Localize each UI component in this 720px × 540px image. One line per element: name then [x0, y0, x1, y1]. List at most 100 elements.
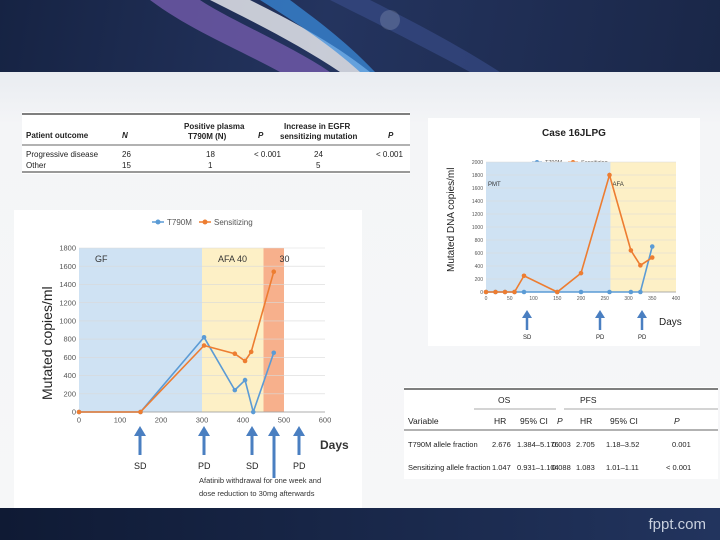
y-tick-label: 400: [63, 371, 76, 380]
y-axis-title: Mutated copies/ml: [39, 286, 55, 400]
table-cell: Other: [26, 161, 46, 170]
y-tick-label: 1400: [472, 199, 483, 205]
table-header-p: P: [557, 416, 563, 426]
x-tick-label: 350: [648, 296, 657, 302]
y-tick-label: 1200: [59, 298, 76, 307]
region-label: AFA: [612, 182, 623, 188]
x-tick-label: 400: [672, 296, 681, 302]
y-tick-label: 200: [63, 389, 76, 398]
table-cell: Progressive disease: [26, 150, 99, 159]
slide-header-background: [0, 0, 720, 72]
x-tick-label: 400: [237, 416, 250, 425]
table-cell: 2.705: [576, 440, 595, 449]
data-point: [248, 349, 254, 355]
table-cell: 0.088: [552, 463, 571, 472]
region-band: [79, 248, 202, 412]
y-tick-label: 600: [475, 251, 484, 257]
chart-right-panel: Case 16JLPG T790M Sensitizing Mutated DN…: [428, 118, 700, 346]
data-point: [138, 409, 143, 415]
data-point: [628, 289, 634, 295]
y-tick-label: 1000: [59, 317, 76, 326]
decorative-ribbons: [150, 0, 500, 72]
marker-label-sd: SD: [134, 461, 147, 471]
x-tick-label: 0: [485, 296, 488, 302]
data-point: [607, 289, 612, 295]
x-axis-title: Days: [659, 317, 682, 328]
y-tick-label: 400: [475, 264, 484, 270]
x-tick-label: 100: [114, 416, 127, 425]
x-tick-label: 600: [319, 416, 332, 425]
x-tick-label: 500: [278, 416, 291, 425]
table-header-p1: P: [258, 131, 264, 140]
x-tick-label: 300: [196, 416, 209, 425]
table-header-variable: Variable: [408, 416, 439, 426]
marker-label-sd: SD: [523, 335, 532, 341]
y-tick-label: 0: [72, 408, 76, 417]
x-axis-title: Days: [320, 438, 349, 452]
table-cell: 26: [122, 150, 131, 159]
table-cell: < 0.001: [376, 150, 403, 159]
table-group-header-pfs: PFS: [580, 395, 597, 405]
data-point: [483, 289, 489, 295]
data-point: [502, 289, 508, 295]
data-point: [607, 172, 612, 178]
y-tick-label: 1800: [59, 244, 76, 253]
data-point: [201, 334, 207, 340]
table-header-patient-outcome: Patient outcome: [26, 131, 89, 140]
x-tick-label: 100: [529, 296, 538, 302]
legend-label-sensitizing: Sensitizing: [214, 218, 253, 227]
table-cell: 15: [122, 161, 131, 170]
table-header-positive-plasma: Positive plasma T790M (N): [184, 122, 245, 141]
table-cell: < 0.001: [254, 150, 281, 159]
event-markers-left: SD PD SD PD: [134, 426, 306, 478]
data-point: [512, 289, 517, 295]
hazard-ratio-table: OS PFS Variable HR 95% CI P HR 95% CI P …: [404, 387, 718, 479]
data-point: [76, 409, 82, 415]
marker-label-pd: PD: [198, 461, 211, 471]
y-tick-label: 1800: [472, 173, 483, 179]
region-label: 30: [280, 254, 290, 264]
table-header-p: P: [674, 416, 680, 426]
marker-label-pd: PD: [293, 461, 306, 471]
y-tick-label: 800: [63, 335, 76, 344]
table-cell: 18: [206, 150, 215, 159]
table-cell: 0.001: [672, 440, 691, 449]
region-label: PMT: [488, 182, 501, 188]
data-point: [232, 387, 238, 393]
table-cell: 24: [314, 150, 323, 159]
table-cell: 1: [208, 161, 213, 170]
data-point: [578, 270, 584, 276]
y-tick-label: 1600: [472, 186, 483, 192]
y-axis-title: Mutated DNA copies/ml: [446, 168, 457, 273]
data-point: [250, 409, 256, 415]
marker-label-pd: PD: [638, 335, 647, 341]
x-tick-label: 200: [577, 296, 586, 302]
data-point: [554, 289, 560, 295]
marker-label-pd: PD: [596, 335, 605, 341]
data-point: [638, 289, 643, 295]
region-band: [202, 248, 264, 412]
y-tick-label: 1600: [59, 262, 76, 271]
data-point: [242, 358, 248, 364]
data-point: [271, 350, 277, 356]
data-point: [638, 263, 643, 268]
data-point: [521, 289, 527, 295]
table-cell: 1.18–3.52: [606, 440, 639, 449]
data-point: [578, 289, 584, 295]
table-cell: T790M allele fraction: [408, 440, 478, 449]
legend-left: T790M Sensitizing: [152, 218, 253, 227]
data-point: [232, 351, 238, 356]
data-point: [521, 273, 527, 279]
table-cell: < 0.001: [666, 463, 691, 472]
x-tick-label: 300: [624, 296, 633, 302]
y-tick-label: 1000: [472, 225, 483, 231]
table-header-ci: 95% CI: [610, 416, 638, 426]
data-point: [493, 289, 498, 295]
table-cell: 5: [316, 161, 321, 170]
table-header-hr: HR: [580, 416, 592, 426]
table-cell: 1.047: [492, 463, 511, 472]
y-tick-label: 800: [475, 238, 484, 244]
data-point: [628, 248, 634, 253]
chart-title: Case 16JLPG: [542, 128, 606, 139]
legend-label-t790m: T790M: [167, 218, 192, 227]
